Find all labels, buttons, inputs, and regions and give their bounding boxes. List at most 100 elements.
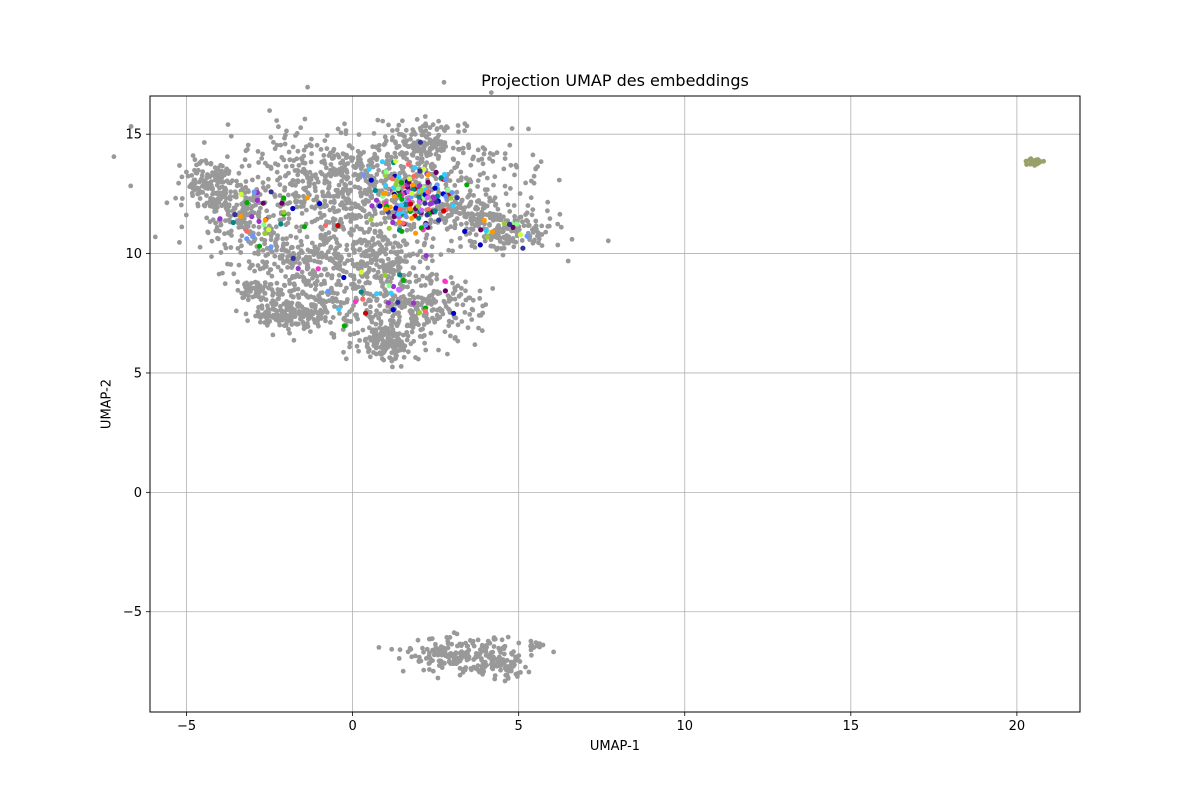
data-point [385, 256, 391, 262]
data-point [511, 203, 517, 208]
highlighted-point [377, 203, 383, 209]
data-point [491, 182, 496, 188]
highlighted-point [281, 195, 287, 201]
data-point [347, 332, 353, 338]
data-point [351, 276, 357, 282]
data-point [410, 251, 416, 257]
data-point [278, 217, 284, 223]
highlighted-point [423, 253, 429, 259]
data-point [270, 332, 276, 338]
data-point [286, 326, 291, 332]
data-point [287, 330, 292, 336]
data-point [447, 658, 452, 664]
data-point [491, 644, 497, 649]
data-point [335, 126, 341, 132]
data-point [498, 667, 503, 673]
data-point [420, 645, 425, 651]
highlighted-point [514, 221, 520, 227]
data-point [308, 177, 314, 182]
data-point [339, 202, 344, 208]
data-point [335, 265, 341, 271]
data-point [341, 186, 346, 192]
data-point [390, 318, 396, 324]
data-point [485, 187, 490, 193]
data-point [482, 660, 488, 666]
data-point [424, 141, 430, 147]
highlighted-point [322, 222, 329, 228]
data-point [298, 125, 304, 131]
data-point [359, 253, 365, 258]
data-point [220, 179, 226, 185]
data-point [283, 322, 289, 327]
highlighted-point [295, 265, 301, 272]
data-point [275, 202, 281, 208]
data-point [319, 159, 325, 165]
data-point [512, 172, 517, 178]
highlighted-point [438, 175, 444, 181]
highlighted-point [217, 216, 223, 222]
data-point [446, 323, 452, 329]
data-point [422, 333, 427, 338]
data-point [390, 327, 396, 332]
highlighted-point [407, 206, 413, 212]
highlighted-point [411, 300, 417, 306]
data-point [488, 90, 494, 95]
data-point [356, 348, 361, 354]
data-point [309, 204, 315, 210]
data-point [260, 180, 266, 186]
data-point [343, 318, 348, 323]
data-point [420, 273, 425, 279]
data-point [305, 321, 310, 326]
data-point [520, 219, 525, 225]
data-point [371, 131, 377, 136]
data-point [497, 656, 503, 662]
highlighted-point [390, 219, 396, 226]
highlighted-point [484, 234, 490, 240]
data-point [351, 227, 356, 233]
data-point [197, 196, 203, 201]
data-point [328, 167, 333, 173]
highlighted-point [451, 310, 457, 316]
data-point [317, 210, 323, 216]
data-point [530, 152, 536, 158]
data-point [442, 220, 448, 226]
data-point [358, 262, 364, 268]
y-tick-label: −5 [123, 605, 142, 620]
data-point [443, 182, 449, 188]
data-point [370, 237, 375, 243]
data-point [349, 257, 355, 263]
data-point [327, 257, 333, 263]
data-point [237, 238, 243, 244]
data-point [463, 214, 469, 220]
data-point [185, 173, 191, 179]
data-point [260, 151, 265, 157]
data-point [400, 150, 406, 156]
data-point [534, 643, 540, 649]
data-point [407, 222, 412, 228]
data-point [352, 263, 358, 268]
highlighted-point [441, 171, 448, 178]
data-point [269, 273, 275, 279]
data-point [417, 334, 423, 339]
data-point [318, 147, 324, 152]
data-point [280, 291, 285, 297]
data-point [219, 184, 225, 190]
data-point [453, 650, 459, 656]
highlighted-point [341, 323, 347, 329]
highlighted-point [238, 213, 244, 219]
data-point [446, 297, 452, 302]
data-point [487, 211, 493, 216]
data-point [456, 293, 462, 299]
data-point [352, 171, 358, 177]
data-point [201, 180, 207, 185]
data-point [329, 275, 335, 281]
highlighted-point [382, 272, 388, 278]
data-point [111, 154, 117, 160]
data-point [422, 282, 428, 288]
data-point [455, 338, 461, 344]
data-point [296, 301, 302, 307]
data-point [533, 223, 539, 229]
highlighted-point [524, 233, 530, 239]
data-point [394, 127, 400, 133]
data-point [239, 224, 245, 230]
